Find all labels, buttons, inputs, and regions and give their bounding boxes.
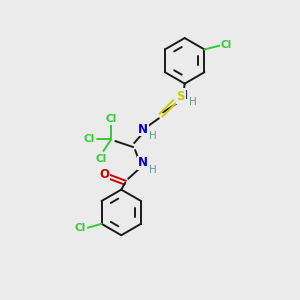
Text: Cl: Cl <box>220 40 232 50</box>
Text: H: H <box>149 131 157 141</box>
Text: O: O <box>99 168 110 181</box>
Text: H: H <box>189 98 196 107</box>
Text: N: N <box>178 89 188 102</box>
Text: S: S <box>176 90 185 103</box>
Text: H: H <box>149 165 157 175</box>
Text: Cl: Cl <box>74 223 85 233</box>
Text: Cl: Cl <box>84 134 95 144</box>
Text: N: N <box>138 156 148 170</box>
Text: N: N <box>138 123 148 136</box>
Text: Cl: Cl <box>106 114 117 124</box>
Text: Cl: Cl <box>96 154 107 164</box>
